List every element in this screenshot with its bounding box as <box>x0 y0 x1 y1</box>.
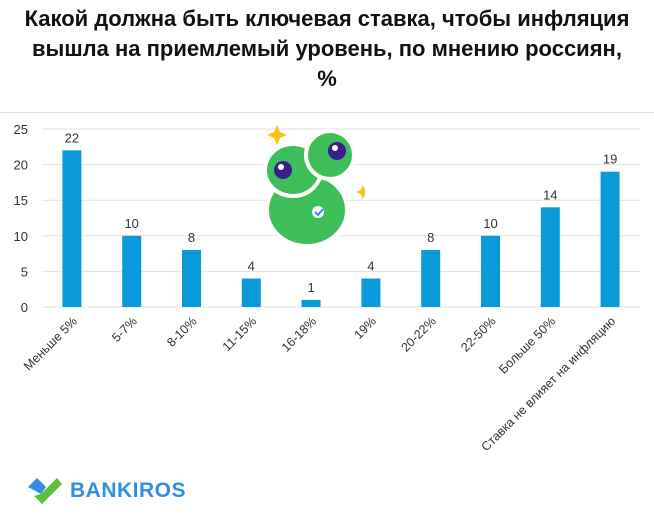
data-label: 14 <box>543 187 557 202</box>
y-tick-label: 10 <box>14 229 28 244</box>
bar <box>540 207 560 307</box>
bar <box>600 171 620 307</box>
data-label: 10 <box>124 216 138 231</box>
chart-title: Какой должна быть ключевая ставка, чтобы… <box>24 6 630 91</box>
data-label: 1 <box>307 280 314 295</box>
x-tick-label: 8-10% <box>164 314 199 349</box>
x-tick-label: Ставка не влияет на инфляцию <box>478 314 618 454</box>
bankiros-logo: BANKIROS <box>28 478 186 504</box>
data-label: 10 <box>483 216 497 231</box>
x-tick-label: 19% <box>351 314 379 342</box>
x-tick-label: 5-7% <box>109 314 140 345</box>
x-tick-label: 16-18% <box>279 314 319 354</box>
x-tick-label: 22-50% <box>458 314 498 354</box>
bar <box>481 235 500 307</box>
bar <box>241 278 261 307</box>
bankiros-logo-icon <box>28 478 62 504</box>
bar <box>122 235 142 307</box>
y-tick-label: 0 <box>21 300 28 315</box>
data-label: 22 <box>65 130 79 145</box>
bar <box>62 150 82 307</box>
data-label: 4 <box>367 259 374 274</box>
y-tick-label: 15 <box>14 193 28 208</box>
bar <box>301 299 321 307</box>
y-tick-label: 25 <box>14 122 28 137</box>
x-tick-label: Меньше 5% <box>21 314 80 373</box>
data-label: 4 <box>248 259 255 274</box>
data-label: 8 <box>188 230 195 245</box>
y-tick-label: 20 <box>14 158 28 173</box>
bar <box>421 250 441 307</box>
data-label: 19 <box>603 152 617 167</box>
title-divider <box>0 112 654 113</box>
y-tick-label: 5 <box>21 264 28 279</box>
x-tick-label: Больше 50% <box>496 314 558 376</box>
x-tick-label: 11-15% <box>220 314 260 354</box>
lizard-mascot-icon <box>263 125 365 248</box>
bar <box>182 250 201 307</box>
brand-name: BANKIROS <box>70 479 187 502</box>
x-tick-label: 20-22% <box>398 314 438 354</box>
bar <box>361 278 381 307</box>
data-label: 8 <box>427 230 434 245</box>
